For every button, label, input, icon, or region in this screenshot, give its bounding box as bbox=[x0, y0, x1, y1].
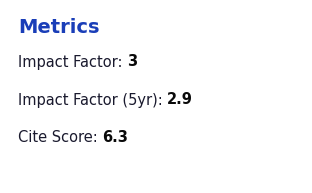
Text: Impact Factor:: Impact Factor: bbox=[18, 54, 127, 69]
Text: Impact Factor (5yr):: Impact Factor (5yr): bbox=[18, 92, 167, 108]
Text: Metrics: Metrics bbox=[18, 18, 100, 37]
Text: 3: 3 bbox=[127, 54, 137, 69]
Text: 2.9: 2.9 bbox=[167, 92, 193, 108]
Text: 6.3: 6.3 bbox=[102, 130, 128, 146]
Text: Cite Score:: Cite Score: bbox=[18, 130, 102, 146]
